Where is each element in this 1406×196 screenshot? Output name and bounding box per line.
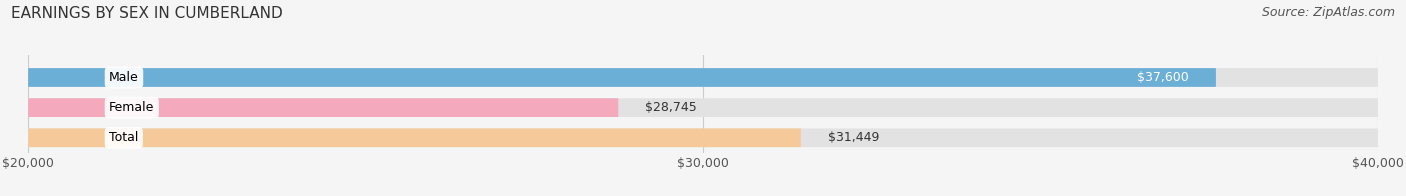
Text: Male: Male [110,71,139,84]
Text: EARNINGS BY SEX IN CUMBERLAND: EARNINGS BY SEX IN CUMBERLAND [11,6,283,21]
Text: Source: ZipAtlas.com: Source: ZipAtlas.com [1261,6,1395,19]
Text: $37,600: $37,600 [1137,71,1189,84]
Text: Total: Total [110,131,138,144]
FancyBboxPatch shape [28,98,1378,117]
Text: Female: Female [110,101,155,114]
Text: $28,745: $28,745 [645,101,697,114]
FancyBboxPatch shape [28,68,1216,87]
FancyBboxPatch shape [28,128,801,147]
Text: $31,449: $31,449 [828,131,879,144]
FancyBboxPatch shape [28,98,619,117]
FancyBboxPatch shape [28,128,1378,147]
FancyBboxPatch shape [28,68,1378,87]
